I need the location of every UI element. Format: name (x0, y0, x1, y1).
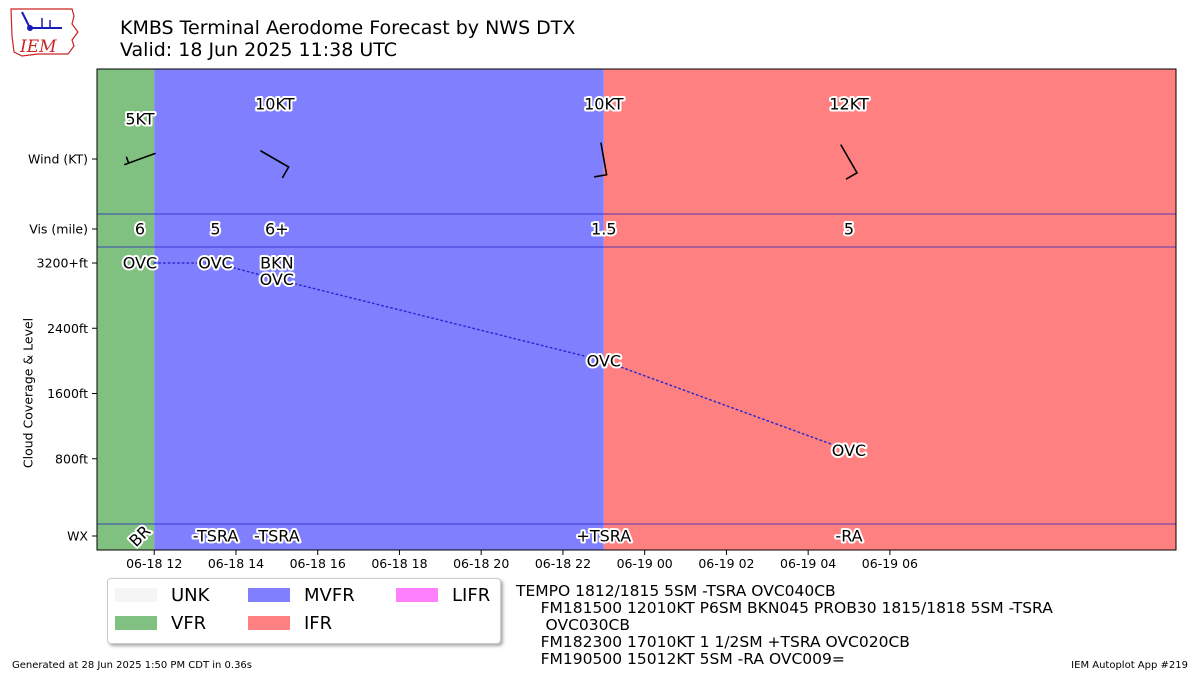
cloud-coverage-label: OVC (123, 254, 157, 273)
row-label-wind: Wind (KT) (28, 152, 88, 167)
wind-barb-feather (125, 156, 130, 164)
legend-item-mvfr: MVFR (248, 585, 355, 606)
x-tick-label: 06-18 18 (371, 556, 427, 571)
wind-barb (600, 142, 608, 176)
visibility-label: 1.5 (591, 220, 616, 239)
wind-barb-feather (593, 173, 608, 178)
y-tick-label: 3200+ft (37, 256, 88, 271)
iowa-state-outline-icon (10, 8, 79, 57)
taf-text-line: FM181500 12010KT P6SM BKN045 PROB30 1815… (516, 599, 1053, 617)
cloud-coverage-label: OVC (587, 351, 621, 370)
cloud-coverage-label: BKN (260, 254, 293, 273)
wind-speed-label: 10KT (584, 95, 624, 114)
legend-swatch-mvfr (248, 588, 290, 602)
visibility-label: 5 (844, 220, 854, 239)
cloud-coverage-label: OVC (198, 254, 232, 273)
visibility-label: 6 (135, 220, 145, 239)
footer-generated: Generated at 28 Jun 2025 1:50 PM CDT in … (12, 660, 253, 671)
legend-swatch-ifr (248, 616, 290, 630)
legend-item-lifr: LIFR (396, 585, 490, 606)
visibility-label: 5 (210, 220, 220, 239)
logo-text: IEM (19, 37, 57, 57)
legend: UNK VFR MVFR IFR LIFR (107, 578, 501, 644)
legend-swatch-vfr (115, 616, 157, 630)
cloud-level-line (214, 262, 278, 281)
visibility-label: 6+ (265, 220, 289, 239)
cloud-level-line (603, 360, 850, 452)
weather-label: -TSRA (193, 527, 239, 546)
wind-speed-label: 5KT (125, 110, 154, 129)
wind-barb (124, 152, 156, 166)
x-tick-label: 06-18 16 (290, 556, 346, 571)
y-axis-label: Cloud Coverage & Level (21, 318, 36, 468)
wind-barb (840, 144, 858, 174)
wind-speed-label: 10KT (255, 95, 295, 114)
weather-label: -TSRA (254, 527, 300, 546)
taf-text-line: FM182300 17010KT 1 1/2SM +TSRA OVC020CB (516, 633, 910, 651)
weather-label: +TSRA (576, 527, 631, 546)
iem-logo: IEM (10, 8, 79, 57)
y-tick-label: 2400ft (47, 321, 88, 336)
weather-label: -RA (835, 527, 862, 546)
legend-swatch-unk (115, 588, 157, 602)
cloud-level-line (276, 278, 605, 362)
legend-item-unk: UNK (115, 585, 209, 606)
plot-frame (96, 68, 1177, 551)
y-tick-label: 1600ft (47, 386, 88, 401)
taf-text-line: FM190500 15012KT 5SM -RA OVC009= (516, 650, 845, 668)
wind-barb (260, 150, 290, 168)
wind-barb-feather (845, 172, 858, 180)
x-tick-label: 06-18 22 (535, 556, 591, 571)
wind-barb-feather (281, 166, 290, 179)
legend-item-vfr: VFR (115, 613, 206, 634)
x-tick-label: 06-19 02 (698, 556, 754, 571)
legend-item-ifr: IFR (248, 613, 332, 634)
footer-app: IEM Autoplot App #219 (1071, 660, 1188, 671)
cloud-coverage-label: OVC (260, 270, 294, 289)
x-tick-label: 06-18 14 (208, 556, 264, 571)
category-band-mvfr (154, 69, 604, 550)
x-tick-label: 06-19 00 (617, 556, 673, 571)
taf-text-line: OVC030CB (516, 616, 630, 634)
chart-subtitle: Valid: 18 Jun 2025 11:38 UTC (120, 39, 398, 61)
row-label-wx: WX (67, 529, 88, 544)
x-tick-label: 06-19 06 (862, 556, 918, 571)
x-tick-label: 06-19 04 (780, 556, 836, 571)
row-label-vis: Vis (mile) (29, 222, 88, 237)
wind-speed-label: 12KT (829, 95, 869, 114)
y-tick-label: 800ft (55, 451, 88, 466)
category-band-vfr (97, 69, 155, 550)
taf-text-line: TEMPO 1812/1815 5SM -TSRA OVC040CB (516, 582, 836, 600)
x-tick-label: 06-18 20 (453, 556, 509, 571)
chart-title: KMBS Terminal Aerodome Forecast by NWS D… (120, 17, 576, 39)
x-tick-label: 06-18 12 (126, 556, 182, 571)
legend-swatch-lifr (396, 588, 438, 602)
category-band-ifr (603, 69, 1176, 550)
cloud-coverage-label: OVC (832, 441, 866, 460)
